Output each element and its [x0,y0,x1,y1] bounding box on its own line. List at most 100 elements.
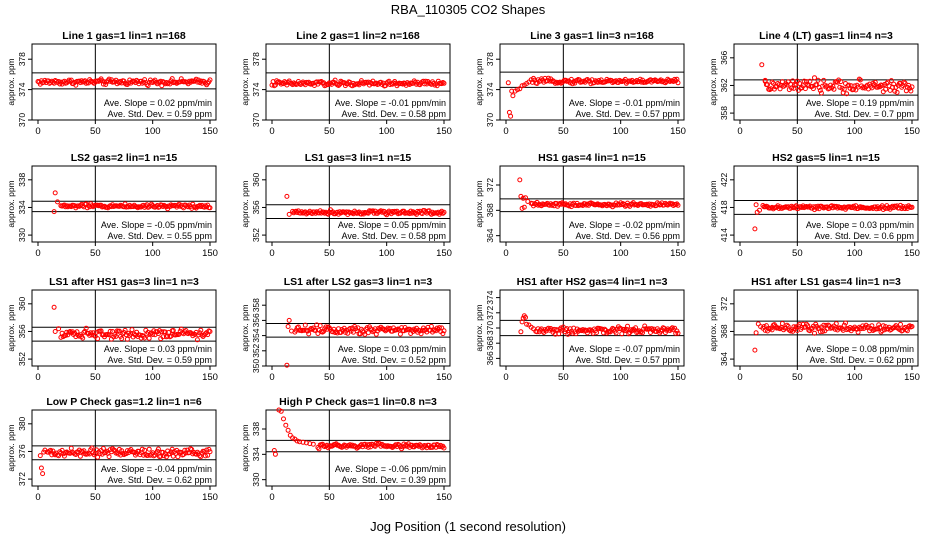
y-tick-label: 356 [251,313,261,327]
y-tick-label: 364 [485,228,495,242]
data-point [317,323,323,329]
y-tick-label: 358 [251,298,261,312]
data-point [420,78,426,84]
y-tick-label: 378 [17,52,27,66]
data-point [825,322,831,328]
plot-frame [499,165,685,243]
data-point [869,323,875,329]
slope-annotation: Ave. Slope = -0.06 ppm/min [335,464,446,474]
data-point [888,78,894,84]
y-tick-label: 360 [251,172,261,186]
data-point [400,444,406,450]
slope-annotation: Ave. Slope = -0.01 ppm/min [569,98,680,108]
x-tick-label: 0 [503,372,508,383]
data-point [383,83,388,89]
y-tick-label: 372 [485,305,495,319]
data-point [194,337,200,343]
y-tick-label: 354 [251,328,261,342]
x-tick-label: 0 [35,248,40,259]
data-point [183,328,189,333]
data-point [510,93,516,99]
data-point [124,336,130,342]
data-point [310,441,316,447]
data-point [903,327,909,332]
data-point [838,79,844,85]
data-point [673,330,679,336]
y-tick-label: 372 [719,296,729,310]
data-point [675,202,681,208]
x-tick-label: 50 [558,248,569,259]
data-point [524,321,530,327]
y-tick-label: 372 [17,472,27,486]
data-point [810,86,816,92]
data-point [519,83,525,89]
data-point [675,330,681,336]
plot-frame [31,289,217,367]
data-point [752,347,758,353]
y-tick-label: 370 [251,113,261,127]
plot-frame [265,165,451,243]
data-point [330,329,336,335]
data-points [37,445,213,477]
data-point [880,89,886,95]
data-point [628,327,634,333]
slope-annotation: Ave. Slope = -0.04 ppm/min [101,464,212,474]
data-point [318,210,324,216]
data-point [51,209,57,215]
x-tick-label: 0 [269,492,274,503]
data-point [508,113,514,119]
y-tick-label: 330 [17,228,27,242]
data-point [628,79,634,85]
data-point [289,81,294,87]
data-point [294,438,300,444]
panel-title: HS1 gas=4 lin=1 n=15 [538,152,646,164]
y-axis-label: approx. ppm [6,304,16,351]
y-tick-label: 334 [251,447,261,461]
data-point [58,450,64,456]
data-point [83,325,89,331]
data-point [614,202,620,208]
data-point [909,324,915,329]
data-point [753,330,759,336]
data-point [606,201,612,207]
data-point [845,326,851,331]
data-point [759,62,765,68]
panel-title: HS2 gas=5 lin=1 n=15 [772,152,880,164]
data-point [895,325,901,331]
x-tick-label: 150 [904,248,920,259]
y-tick-label: 374 [17,82,27,96]
data-point [635,329,641,335]
panel-12: HS1 after LS1 gas=4 lin=1 n=3 0 50 100 150 36… [708,276,920,383]
data-point [53,78,59,84]
data-points [269,77,447,89]
x-tick-label: 150 [904,372,920,383]
slope-annotation: Ave. Slope = -0.01 ppm/min [335,98,446,108]
slope-annotation: Ave. Slope = -0.05 ppm/min [101,220,212,230]
data-point [648,330,653,335]
data-point [867,328,873,334]
y-tick-label: 374 [251,82,261,96]
data-point [769,79,775,85]
data-point [556,331,562,337]
data-point [360,210,366,216]
x-tick-label: 150 [202,248,218,259]
panel-5: LS2 gas=2 lin=1 n=15 0 50 100 150 330 334 338ap… [6,152,218,259]
data-point [56,326,62,332]
data-point [852,205,858,211]
data-point [286,317,292,323]
y-tick-label: 374 [485,82,495,96]
data-point [272,451,278,457]
data-point [887,87,893,93]
y-tick-label: 368 [485,336,495,350]
data-point [51,304,57,310]
x-tick-label: 50 [792,126,803,137]
data-point [662,80,668,86]
data-point [385,325,391,331]
data-point [667,200,673,206]
data-point [50,448,56,454]
data-point [368,326,374,332]
figure-x-axis-label: Jog Position (1 second resolution) [370,519,566,534]
data-points [35,76,213,89]
y-tick-label: 418 [719,200,729,214]
data-point [784,322,790,328]
